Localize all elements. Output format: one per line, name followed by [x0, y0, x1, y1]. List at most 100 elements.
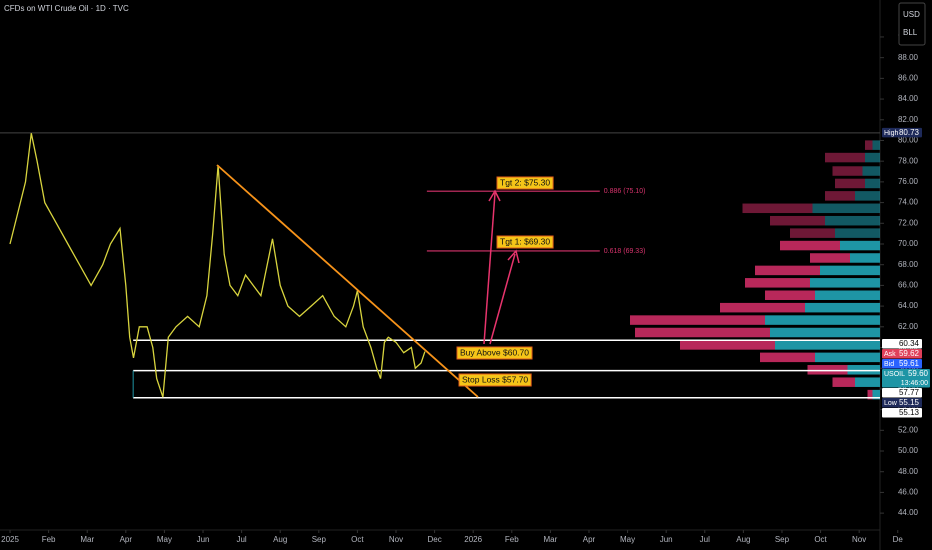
price-tag-value: 80.73	[899, 128, 920, 137]
arrow	[483, 192, 496, 345]
price-tag	[882, 397, 922, 408]
currency-button[interactable]: USD	[903, 10, 920, 19]
volume-up	[872, 140, 880, 150]
volume-up	[770, 327, 880, 338]
annotation: Buy Above $60.70	[460, 347, 529, 357]
volume-down	[810, 253, 850, 263]
volume-up	[765, 315, 880, 325]
x-tick-label: Feb	[505, 535, 519, 544]
volume-up	[865, 178, 880, 189]
y-tick-label: 64.00	[898, 301, 919, 310]
x-tick-label: 2025	[1, 535, 19, 544]
volume-up	[835, 228, 880, 238]
price-tag-value: 55.15	[899, 398, 920, 407]
x-tick-label: Feb	[42, 535, 56, 544]
x-tick-label: May	[620, 535, 635, 544]
y-tick-label: 46.00	[898, 488, 919, 497]
x-tick-label: Sep	[775, 535, 790, 544]
x-tick-label: Dec	[427, 535, 441, 544]
y-tick-label: 68.00	[898, 260, 919, 269]
y-tick-label: 70.00	[898, 239, 919, 248]
price-tag	[882, 368, 930, 388]
price-tag	[882, 358, 922, 369]
volume-up	[855, 377, 880, 387]
volume-down	[635, 327, 770, 338]
volume-up	[815, 290, 880, 300]
y-tick-label: 62.00	[898, 322, 919, 331]
volume-up	[855, 191, 880, 201]
volume-down	[832, 166, 863, 176]
price-tag-value: 59.62	[899, 349, 920, 358]
volume-down	[630, 315, 765, 325]
volume-down	[807, 365, 848, 375]
price-tag	[882, 338, 922, 349]
volume-up	[820, 265, 880, 276]
volume-up	[872, 389, 880, 400]
volume-up	[865, 152, 880, 163]
x-tick-label: Apr	[120, 535, 133, 544]
fib-label: 0.618 (69.33)	[604, 248, 646, 255]
volume-up	[825, 215, 880, 226]
volume-down	[755, 265, 820, 276]
price-tag-value: 59.60	[908, 369, 929, 378]
volume-down	[680, 340, 775, 350]
volume-up	[850, 253, 880, 263]
x-tick-label: Nov	[852, 535, 866, 544]
price-line	[9, 133, 426, 398]
volume-up	[862, 166, 880, 176]
currency-button[interactable]: BLL	[903, 28, 918, 37]
price-tag-value: 57.77	[899, 388, 920, 397]
x-tick-label: Jun	[197, 535, 210, 544]
x-tick-label: Jul	[700, 535, 710, 544]
x-tick-label: Sep	[312, 535, 327, 544]
y-tick-label: 44.00	[898, 508, 919, 517]
price-tag-name: High	[884, 130, 899, 137]
x-tick-label: Aug	[736, 535, 750, 544]
x-tick-label: Nov	[389, 535, 403, 544]
y-tick-label: 50.00	[898, 446, 919, 455]
trendline	[216, 164, 479, 398]
volume-down	[832, 377, 855, 387]
y-tick-label: 84.00	[898, 94, 919, 103]
arrow-head	[507, 249, 520, 264]
y-tick-label: 74.00	[898, 198, 919, 207]
volume-down	[742, 203, 813, 214]
volume-down	[720, 302, 805, 313]
volume-down	[765, 290, 815, 300]
volume-up	[812, 203, 880, 214]
annotation-box	[458, 373, 532, 387]
price-tag-value: 60.34	[899, 339, 920, 348]
volume-down	[835, 178, 865, 189]
x-tick-label: Mar	[543, 535, 557, 544]
y-tick-label: 48.00	[898, 467, 919, 476]
annotation-box	[456, 346, 533, 360]
price-tag-name: Low	[884, 400, 898, 407]
volume-down	[867, 389, 873, 400]
price-tag-time: 13:46:00	[901, 380, 928, 387]
volume-down	[770, 215, 825, 226]
volume-up	[775, 340, 880, 350]
x-tick-label: Oct	[814, 535, 827, 544]
arrow-head	[488, 189, 501, 202]
y-tick-label: 82.00	[898, 115, 919, 124]
annotation-box	[496, 235, 554, 249]
fib-label: 0.886 (75.10)	[604, 188, 646, 195]
x-tick-label: May	[157, 535, 172, 544]
arrow	[489, 253, 516, 345]
volume-down	[780, 240, 840, 251]
price-tag-value: 55.13	[899, 408, 920, 417]
price-tag	[882, 407, 922, 418]
volume-up	[840, 240, 880, 251]
y-tick-label: 66.00	[898, 281, 919, 290]
x-tick-label: De	[893, 535, 904, 544]
y-tick-label: 86.00	[898, 73, 919, 82]
y-tick-label: 76.00	[898, 177, 919, 186]
x-tick-label: 2026	[464, 535, 482, 544]
chart-title: CFDs on WTI Crude Oil · 1D · TVC	[4, 4, 129, 13]
volume-down	[825, 152, 865, 163]
annotation: Tgt 2: $75.30	[500, 177, 550, 187]
volume-down	[760, 352, 815, 363]
currency-panel	[898, 2, 926, 46]
x-tick-label: Jun	[660, 535, 673, 544]
